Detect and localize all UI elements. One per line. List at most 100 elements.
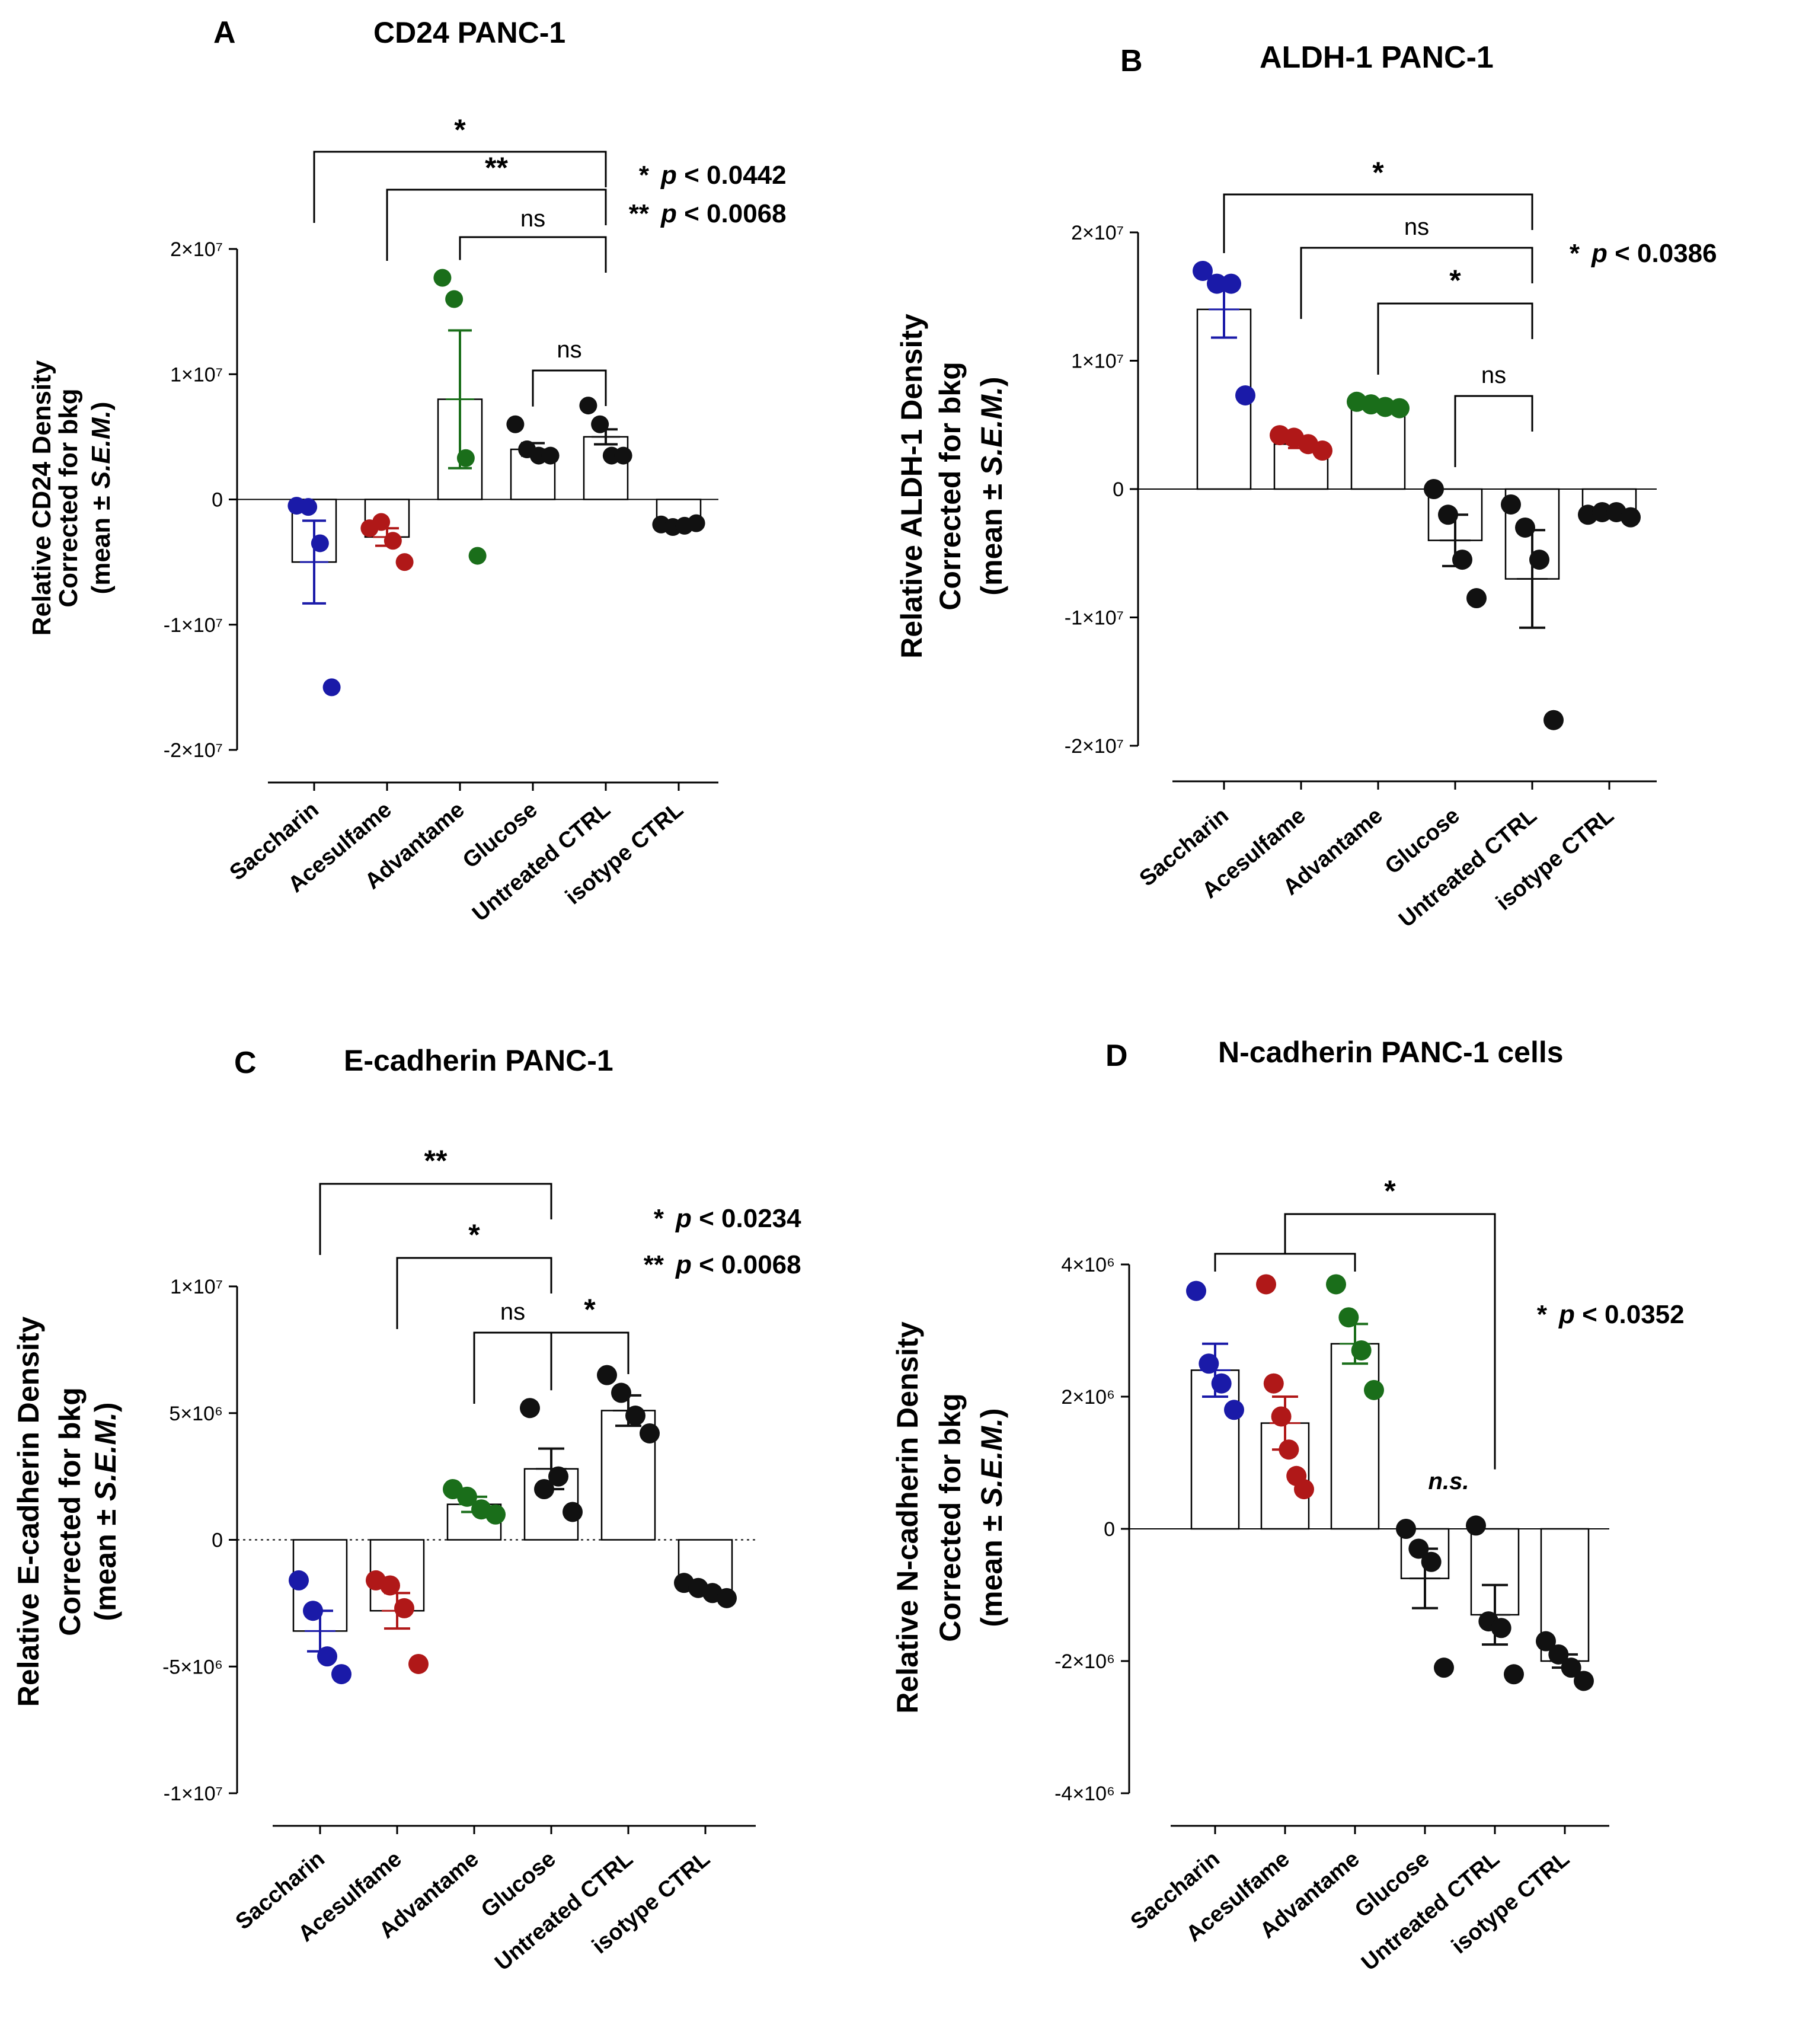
p-value-text: p < 0.0352: [1558, 1300, 1685, 1329]
y-tick-label: -2×10⁶: [1054, 1650, 1115, 1673]
panel-b-letter: B: [1120, 44, 1143, 78]
significance-bracket: [396, 1257, 552, 1329]
panel-d: D N-cadherin PANC-1 cells 4×10⁶ 2×10⁶ 0 -2×…: [891, 1036, 1685, 1976]
panel-c: C E-cadherin PANC-1 1×10⁷ 5×10⁶ 0 -5×10⁶ -1×…: [12, 1044, 801, 1976]
significance-label: ns: [557, 337, 581, 363]
ns-annotation: n.s.: [1429, 1468, 1469, 1494]
y-axis-label-line: Corrected for bkg: [934, 1393, 967, 1642]
significance-label: ns: [520, 206, 545, 232]
p-value-text: p < 0.0234: [675, 1204, 801, 1233]
data-point-4: [1491, 1618, 1511, 1639]
significance-label: *: [1384, 1174, 1396, 1208]
p-value-stars: **: [644, 1250, 664, 1279]
y-axis-label-line: Relative ALDH-1 Density: [895, 314, 928, 659]
y-tick-label: 0: [1104, 1518, 1115, 1541]
y-tick-label: 2×10⁷: [1071, 222, 1124, 244]
p-value-stars: *: [654, 1204, 664, 1233]
data-point-3: [563, 1502, 583, 1522]
data-point-0: [322, 678, 341, 697]
significance-label: *: [1372, 156, 1384, 189]
y-tick-label: -5×10⁶: [162, 1656, 223, 1678]
y-tick-label: -2×10⁷: [1065, 735, 1124, 758]
data-point-2: [468, 547, 487, 565]
y-tick-label: 2×10⁶: [1061, 1386, 1115, 1409]
data-point-4: [1466, 1515, 1486, 1536]
data-point-1: [408, 1653, 429, 1674]
p-value-stars: *: [1570, 239, 1580, 268]
bar-2: [1330, 1343, 1380, 1530]
y-tick-label: 1×10⁷: [170, 1276, 223, 1298]
data-point-2: [1351, 1340, 1372, 1360]
data-point-0: [1235, 385, 1255, 405]
data-point-2: [485, 1504, 506, 1525]
significance-bracket: [1223, 193, 1533, 253]
significance-bracket: [1284, 1213, 1496, 1470]
p-value-stars: *: [639, 161, 650, 190]
data-point-5: [1621, 507, 1641, 528]
data-point-1: [1279, 1439, 1299, 1460]
data-point-1: [394, 1598, 414, 1618]
data-point-3: [1421, 1551, 1442, 1572]
data-point-3: [1396, 1519, 1416, 1539]
data-point-3: [1466, 588, 1487, 609]
significance-bracket: [1377, 302, 1533, 375]
data-point-3: [1408, 1538, 1429, 1559]
y-tick-label: -2×10⁷: [164, 739, 223, 762]
data-point-4: [579, 397, 597, 415]
significance-bracket: [532, 369, 607, 407]
data-point-5: [687, 514, 705, 532]
data-point-4: [1529, 550, 1549, 570]
y-axis-label-line: (mean ± S.E.M.): [975, 376, 1008, 595]
p-value-text: p < 0.0442: [660, 161, 787, 190]
y-tick-label: 2×10⁷: [170, 238, 223, 261]
data-point-4: [640, 1423, 660, 1443]
data-point-1: [1294, 1479, 1314, 1500]
significance-label: *: [584, 1293, 596, 1326]
data-point-0: [1207, 273, 1227, 294]
data-point-5: [1561, 1657, 1581, 1678]
data-point-3: [520, 1398, 540, 1419]
data-point-2: [1364, 1379, 1384, 1400]
y-tick-label: -1×10⁷: [164, 1783, 223, 1805]
data-point-1: [372, 513, 391, 531]
significance-label: *: [1449, 264, 1461, 297]
y-tick-label: 0: [212, 489, 223, 512]
significance-bracket: [459, 236, 607, 273]
data-point-0: [1221, 273, 1241, 294]
data-point-0: [1186, 1280, 1206, 1301]
significance-label: ns: [1404, 214, 1429, 240]
data-point-0: [1224, 1400, 1244, 1420]
data-point-2: [1389, 398, 1410, 419]
data-point-4: [1543, 710, 1564, 730]
significance-bracket: [1454, 395, 1533, 467]
significance-bracket: [386, 189, 607, 261]
y-tick-label: 0: [1113, 478, 1124, 501]
data-point-4: [614, 446, 632, 465]
data-point-5: [1574, 1671, 1594, 1691]
y-axis-label-line: (mean ± S.E.M.): [975, 1408, 1008, 1627]
significance-label: **: [485, 151, 508, 184]
category-label: Untreated CTRL: [490, 1847, 638, 1976]
p-value-text: p < 0.0068: [675, 1250, 801, 1279]
y-axis-label-line: Relative E-cadherin Density: [12, 1317, 45, 1707]
y-tick-label: 4×10⁶: [1061, 1254, 1115, 1276]
panel-c-title: E-cadherin PANC-1: [344, 1044, 613, 1077]
data-point-1: [384, 532, 402, 550]
data-point-5: [717, 1588, 737, 1608]
data-point-2: [457, 1486, 477, 1507]
data-point-3: [1434, 1657, 1454, 1678]
data-point-0: [1193, 260, 1213, 281]
data-point-3: [548, 1466, 568, 1487]
significance-label: ns: [500, 1299, 525, 1325]
data-point-5: [1548, 1644, 1569, 1665]
significance-bracket: [473, 1331, 552, 1404]
p-value-stars: *: [1537, 1300, 1548, 1329]
data-point-1: [1312, 440, 1332, 461]
significance-label: *: [468, 1218, 480, 1251]
data-point-4: [611, 1382, 631, 1403]
data-point-4: [625, 1406, 645, 1426]
category-label: isotype CTRL: [1447, 1847, 1574, 1959]
data-point-5: [1536, 1631, 1556, 1652]
y-axis-label-line: Corrected for bkg: [54, 388, 83, 607]
data-point-5: [1592, 502, 1612, 522]
